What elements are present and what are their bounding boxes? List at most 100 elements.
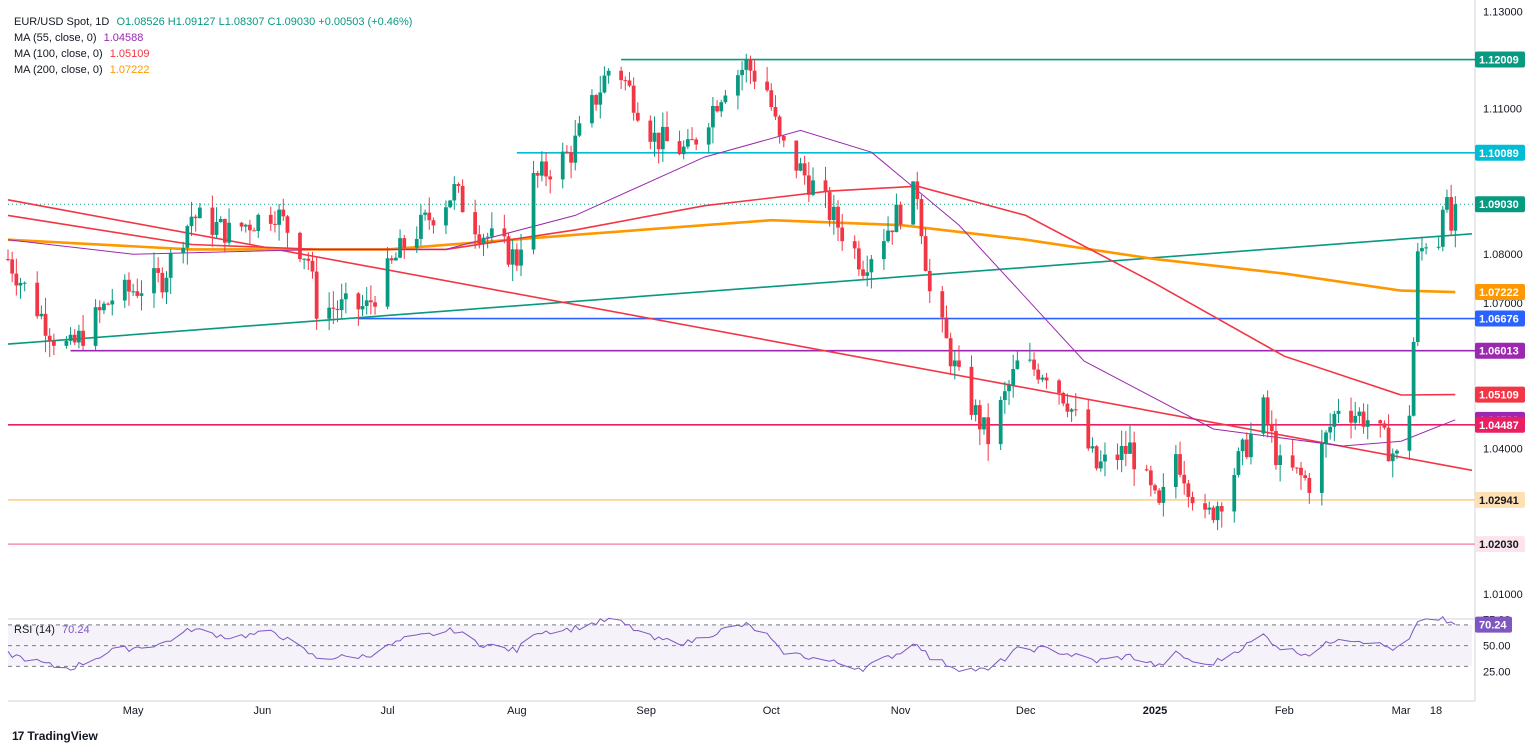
candle [414,226,419,253]
candle-body [648,120,653,142]
candle-body [590,95,594,124]
candle-body [339,299,344,311]
candle-body [1332,413,1337,427]
candle-body [665,126,669,142]
candle [72,329,77,346]
candle [1328,413,1333,440]
candle [448,200,452,209]
candle-body [1148,470,1153,486]
legend-ma100-row[interactable]: MA (100, close, 0) 1.05109 [14,46,412,62]
candle [356,292,361,326]
candle-body [419,214,423,239]
candle-body [427,212,432,221]
candle-body [1307,477,1312,493]
candle [1407,405,1412,460]
price-tag: 1.04487 [1475,416,1525,433]
candle-body [514,249,519,266]
candle [1173,445,1178,499]
tradingview-brand[interactable]: 17 TradingView [12,729,98,743]
candle-body [298,232,302,260]
candle-body [110,300,115,305]
candle-body [1361,411,1366,427]
candle-body [1128,442,1132,454]
candle-body [152,268,156,294]
candle-body [302,258,307,260]
price-tag-label: 1.02941 [1479,495,1519,507]
candle [127,272,131,306]
candle-body [827,192,832,221]
x-tick-label: Feb [1275,705,1294,717]
candle-body [715,105,719,112]
candle [1386,414,1391,462]
price-tag-bg [1475,310,1525,327]
candle-body [1040,377,1045,380]
candle-body [248,224,252,231]
candle-body [473,212,478,235]
candle [1094,445,1099,471]
candle-body [1420,248,1424,252]
candle [1007,379,1011,405]
candle-body [385,258,390,307]
x-tick-label: Oct [763,705,780,717]
candle-body [423,212,427,215]
price-tag-bg [1475,416,1525,433]
candle-body [47,335,52,341]
candle-body [1415,251,1420,342]
candle [882,228,886,270]
price-tags: 70.24 1.12009 1.10089 1.09030 1.07222 1.06676… [1475,51,1525,633]
candle [982,417,986,435]
candle [1324,430,1328,458]
candle [1115,443,1120,470]
candle [481,233,486,257]
candle-body [506,236,511,265]
candle-body [1073,409,1078,411]
candle-body [1274,431,1278,466]
candle-body [740,69,744,76]
candle [47,328,52,358]
legend-ma55-row[interactable]: MA (55, close, 0) 1.04588 [14,30,412,46]
candle-body [1215,506,1220,521]
candle [256,213,261,238]
candle [35,271,40,319]
tradingview-logo-icon: 17 [12,729,24,743]
symbol-title[interactable]: EUR/USD Spot, 1D [14,16,110,28]
candle-body [93,307,98,346]
rsi-y-tick-label: 50.00 [1483,641,1511,653]
price-tag-bg [1475,386,1525,403]
candle [827,186,832,227]
candle [1420,236,1424,261]
candle [1144,464,1149,472]
candle-body [535,172,540,176]
candle-body [1390,453,1395,462]
candle-body [977,405,982,430]
candle-body [1436,246,1441,248]
rsi-tag-bg [1475,616,1512,633]
candle-body [982,417,986,430]
candle-body [18,282,23,286]
candle [1061,391,1066,407]
candle-body [1365,420,1370,427]
falling-trendline [7,199,1473,472]
candle [368,285,373,315]
candle [156,257,161,283]
candle-body [1353,415,1358,423]
candle-body [1032,359,1036,370]
candle [1032,352,1036,377]
rsi-legend[interactable]: RSI (14) 70.24 [14,624,90,636]
candle-body [773,107,778,117]
price-tag: 1.07222 [1475,283,1525,300]
rsi-price-tag: 70.24 [1475,616,1512,633]
candle [919,194,924,245]
candle-body [823,180,828,193]
legend-ma200-row[interactable]: MA (200, close, 0) 1.07222 [14,62,412,78]
candle [590,89,594,128]
candle-body [957,360,961,367]
candle-body [744,59,749,70]
candle [343,282,348,314]
candle-body [398,238,402,258]
candle [535,170,540,188]
candle [1123,431,1128,467]
candle [690,127,694,141]
price-tag-bg [1475,283,1525,300]
